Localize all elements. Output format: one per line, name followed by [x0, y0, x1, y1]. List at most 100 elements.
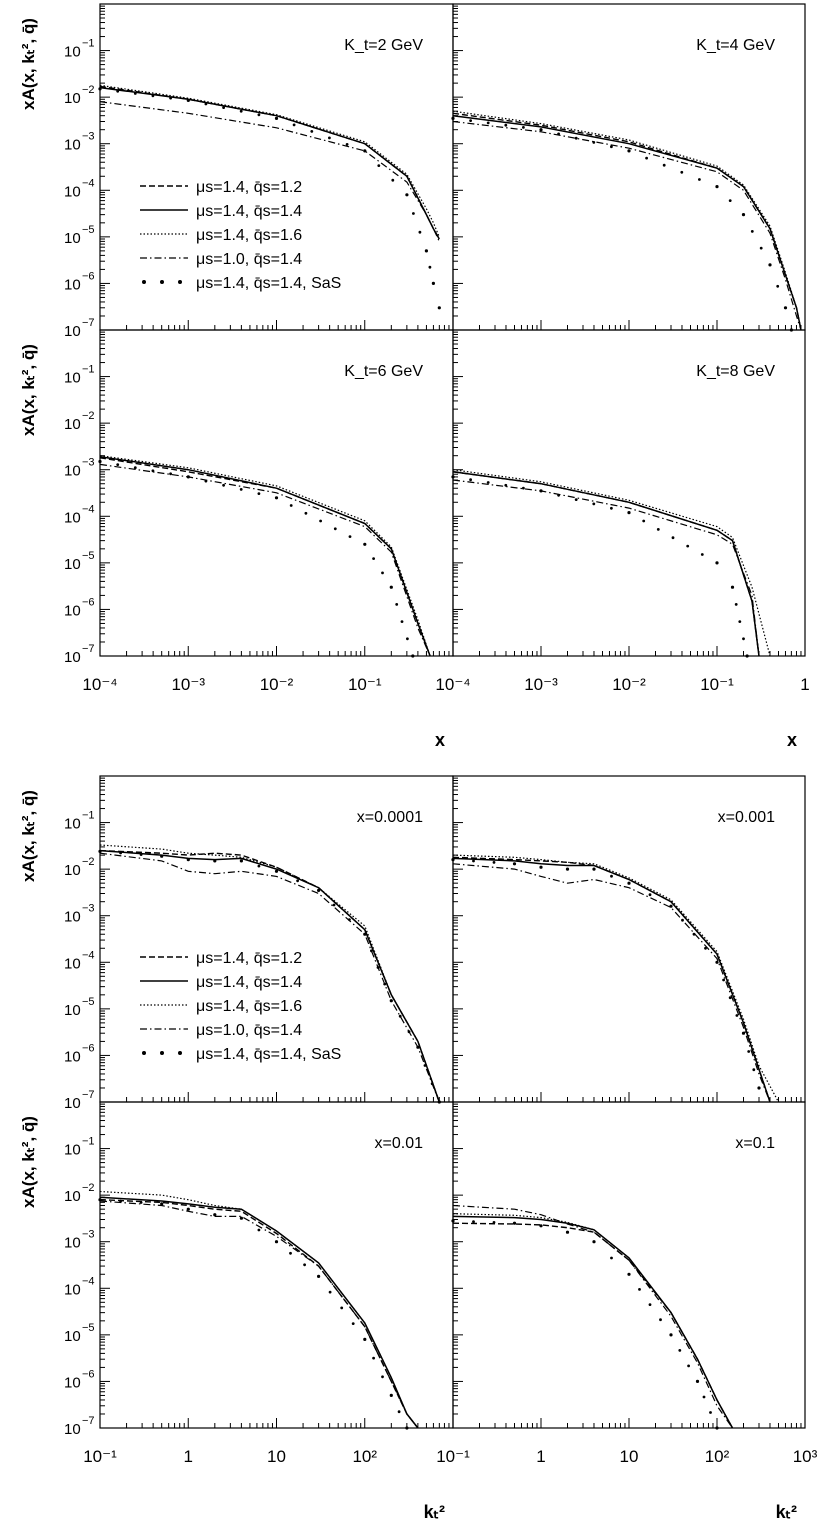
- legend-marker-points: [142, 280, 146, 284]
- x-tick-label: 10⁻⁴: [435, 675, 470, 694]
- y-tick-label: 10: [64, 1281, 81, 1298]
- y-tick-label: 10: [64, 955, 81, 972]
- series-line-3: [99, 84, 440, 238]
- legend-label-4: μs=1.0, q̄s=1.4: [196, 251, 302, 268]
- x-tick-label: 10²: [705, 1447, 730, 1466]
- series-point: [627, 510, 631, 515]
- y-tick-exponent: −1: [82, 38, 95, 50]
- y-tick-exponent: −4: [82, 503, 95, 515]
- series-point: [610, 506, 613, 510]
- series-point: [747, 1050, 751, 1053]
- series-point: [768, 263, 772, 267]
- series-point: [728, 996, 732, 1000]
- legend-marker-points: [178, 280, 182, 284]
- series-point: [257, 113, 261, 117]
- series-point: [735, 1014, 739, 1017]
- x-tick-label: 1: [536, 1447, 545, 1466]
- series-point: [332, 903, 336, 907]
- series-point: [133, 466, 137, 470]
- series-point: [702, 1395, 706, 1399]
- series-point: [695, 1379, 700, 1383]
- x-tick-label: 10⁻¹: [436, 1447, 470, 1466]
- series-point: [363, 932, 367, 936]
- series-point: [469, 478, 472, 482]
- series-point: [139, 853, 143, 856]
- series-point: [274, 496, 279, 500]
- series-point: [565, 1230, 570, 1234]
- series-point: [397, 1410, 401, 1414]
- panel-label: x=0.0001: [357, 809, 423, 826]
- series-line-1: [99, 1199, 419, 1429]
- series-point: [557, 493, 560, 497]
- series-point: [610, 145, 613, 149]
- y-tick-exponent: −3: [82, 457, 95, 469]
- series-point: [389, 999, 393, 1003]
- y-tick-label: 10: [64, 1188, 81, 1205]
- x-tick-label: 10³: [793, 1447, 818, 1466]
- y-tick-exponent: −7: [82, 1415, 95, 1427]
- series-line-4: [452, 863, 771, 1103]
- series-point: [348, 535, 352, 538]
- series-point: [783, 306, 788, 310]
- series-point: [412, 212, 415, 215]
- series-point: [133, 92, 137, 95]
- y-tick-label: 10: [64, 370, 81, 387]
- y-tick-exponent: −1: [82, 364, 95, 376]
- series-point: [715, 960, 719, 964]
- series-point: [289, 504, 293, 507]
- y-tick-exponent: −3: [82, 903, 95, 915]
- series-point: [776, 284, 780, 288]
- panel-3: [99, 329, 454, 657]
- series-point: [789, 328, 794, 332]
- x-tick-label: 10: [267, 1447, 286, 1466]
- series-point: [186, 475, 190, 479]
- y-axis-label: xA(x, kₜ², q̄): [19, 344, 38, 436]
- y-tick-label: 10: [64, 1095, 81, 1112]
- series-point: [687, 1364, 690, 1368]
- y-tick-label: 10: [64, 137, 81, 154]
- y-tick-exponent: −7: [82, 1089, 95, 1101]
- series-point: [411, 654, 415, 658]
- y-tick-exponent: −2: [82, 410, 95, 422]
- series-point: [348, 918, 351, 921]
- series-point: [98, 849, 102, 854]
- x-tick-label: 1: [800, 675, 809, 694]
- series-point: [296, 879, 299, 883]
- legend-label-2: μs=1.4, q̄s=1.4: [196, 974, 302, 991]
- series-point: [557, 132, 560, 136]
- series-point: [222, 106, 226, 109]
- series-point: [486, 481, 490, 484]
- y-tick-label: 10: [64, 1374, 81, 1391]
- series-point: [160, 854, 164, 858]
- y-tick-label: 10: [64, 1002, 81, 1019]
- series-line-2: [99, 455, 431, 657]
- y-tick-label: 10: [64, 1328, 81, 1345]
- series-point: [715, 185, 719, 189]
- series-point: [363, 1337, 367, 1341]
- x-axis-label: kₜ²: [424, 1502, 445, 1522]
- series-point: [671, 536, 675, 540]
- series-point: [669, 1333, 673, 1337]
- series-point: [759, 246, 763, 250]
- y-tick-label: 10: [64, 909, 81, 926]
- series-point: [741, 213, 746, 217]
- series-point: [627, 149, 631, 153]
- series-line-3: [99, 455, 431, 657]
- series-point: [539, 865, 543, 869]
- series-point: [451, 1219, 455, 1223]
- series-point: [681, 918, 684, 922]
- series-point: [239, 859, 243, 863]
- series-point: [274, 116, 279, 120]
- y-tick-exponent: −2: [82, 1182, 95, 1194]
- y-tick-exponent: −6: [82, 1042, 95, 1054]
- y-tick-exponent: −7: [82, 643, 95, 655]
- y-tick-exponent: −4: [82, 177, 95, 189]
- y-tick-exponent: −5: [82, 996, 95, 1008]
- series-point: [745, 654, 749, 658]
- series-point: [383, 982, 387, 986]
- series-point: [678, 1349, 682, 1352]
- panel-label: K_t=4 GeV: [696, 37, 775, 54]
- series-point: [395, 603, 399, 606]
- panel-4: [452, 329, 806, 657]
- series-point: [592, 502, 596, 506]
